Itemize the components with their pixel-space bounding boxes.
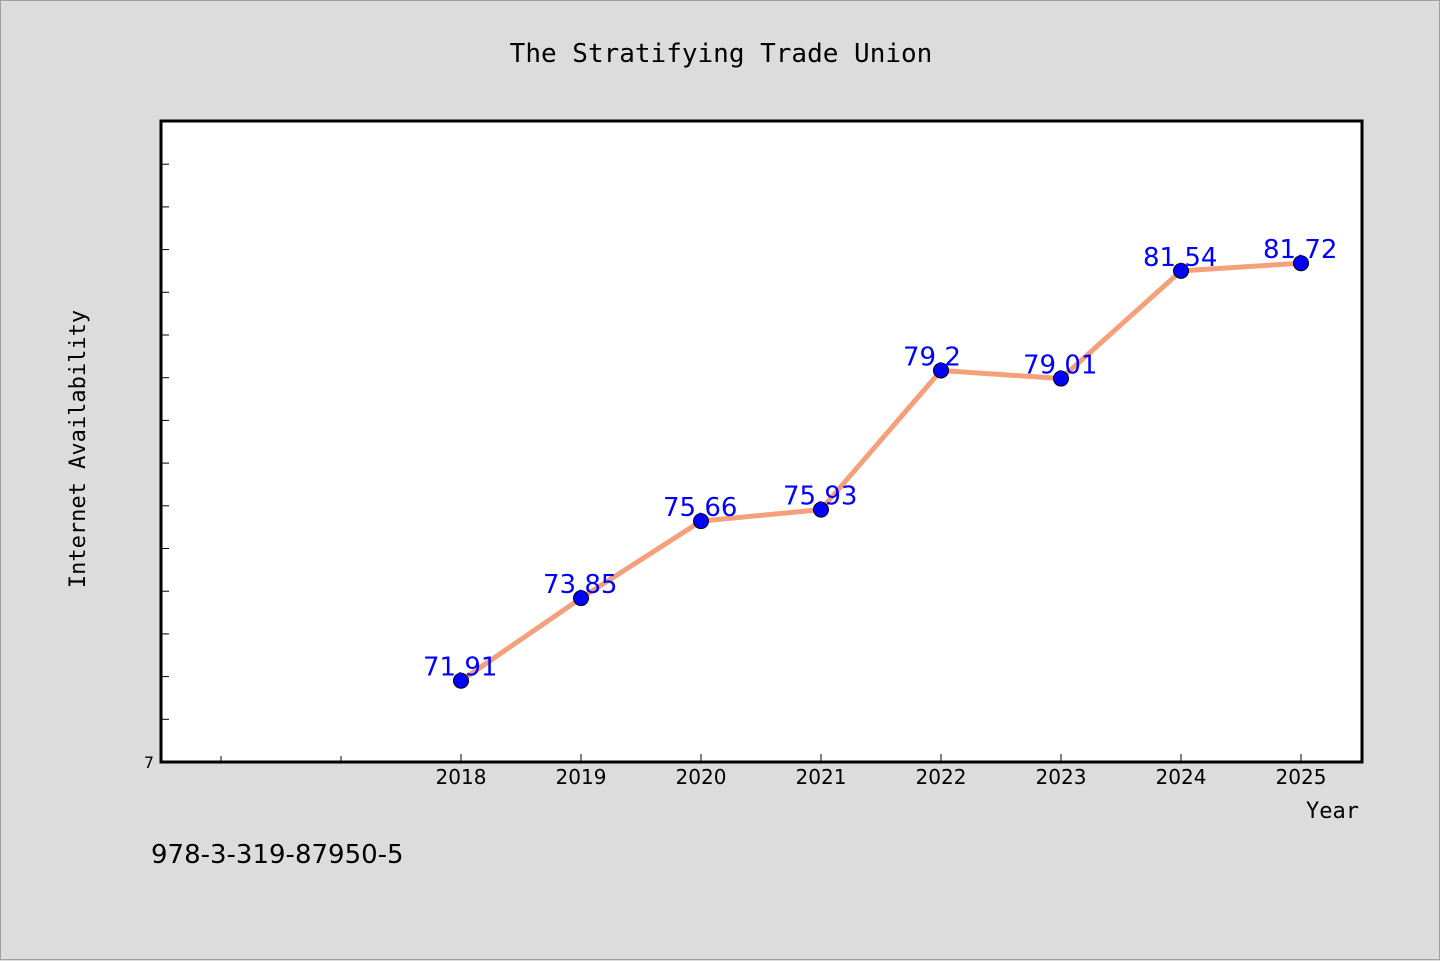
y-axis: 7: [144, 163, 169, 772]
x-tick-label: 2025: [1276, 765, 1327, 789]
chart-title: The Stratifying Trade Union: [510, 39, 933, 69]
x-tick-label: 2021: [796, 765, 847, 789]
x-axis-label: Year: [1306, 799, 1359, 824]
x-tick-label: 2018: [436, 765, 487, 789]
data-label: 79.01: [1023, 351, 1097, 381]
data-point-marker: [813, 501, 829, 518]
data-point-marker: [693, 513, 709, 530]
x-tick-label: 2019: [556, 765, 607, 789]
data-label: 75.93: [783, 482, 857, 512]
data-label: 71.91: [423, 653, 497, 683]
x-tick-label: 2022: [916, 765, 967, 789]
series-line-group: 71.91 73.85 75.66 75.93 79.2 79.01 81.54 81.72: [423, 235, 1337, 689]
series-line: [458, 260, 1304, 684]
data-label: 79.2: [903, 342, 961, 372]
isbn-footer: 978-3-319-87950-5: [151, 840, 404, 870]
x-axis: 2018 2019 2020 2021 2022 2023 2024 2025: [220, 754, 1327, 789]
x-tick-label: 2024: [1156, 765, 1207, 789]
data-point-marker: [1173, 262, 1189, 279]
data-point-marker: [453, 672, 469, 689]
y-tick-label: 7: [144, 753, 154, 772]
data-point-marker: [573, 590, 589, 607]
data-label: 81.72: [1263, 235, 1337, 265]
plot-area: [159, 119, 1364, 764]
y-axis-label: Internet Availability: [66, 310, 91, 588]
data-label: 75.66: [663, 493, 737, 523]
data-label: 73.85: [543, 570, 617, 600]
data-point-marker: [1053, 370, 1069, 387]
data-label: 81.54: [1143, 243, 1217, 273]
data-point-marker: [933, 362, 949, 379]
x-tick-label: 2023: [1036, 765, 1087, 789]
data-point-marker: [1293, 255, 1309, 272]
x-tick-label: 2020: [676, 765, 727, 789]
